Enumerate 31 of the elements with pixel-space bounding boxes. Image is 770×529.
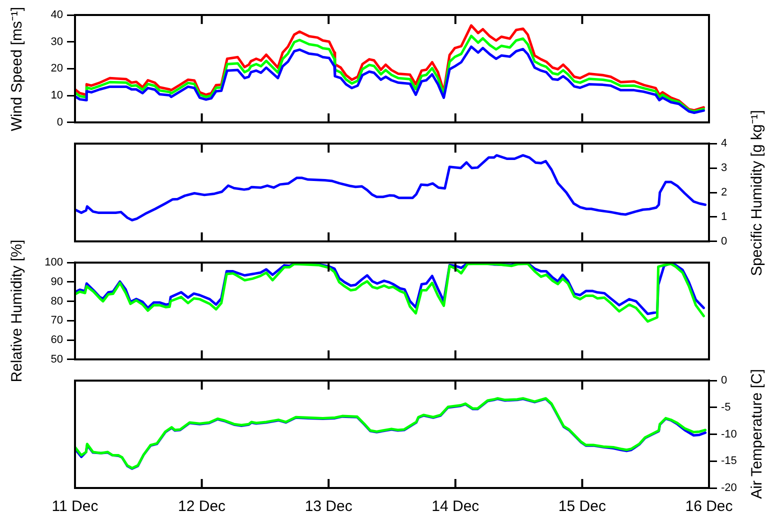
y2-tick-label: -15 [721, 455, 737, 468]
y-tick-label: 60 [50, 334, 63, 346]
y2-tick-label: 3 [721, 162, 728, 174]
y-tick-label: 30 [50, 36, 63, 48]
x-tick-label: 16 Dec [685, 498, 734, 516]
y-tick-label: 20 [50, 62, 63, 75]
y-tick-label: 70 [50, 314, 63, 327]
y-tick-label: 40 [50, 9, 63, 22]
x-tick-label: 15 Dec [558, 498, 606, 516]
x-tick-label: 13 Dec [304, 498, 353, 516]
y-tick-label: 10 [50, 90, 63, 102]
y-tick-label: 80 [50, 295, 63, 308]
y2-tick-label: -10 [721, 428, 737, 440]
y2-tick-label: -5 [721, 401, 731, 414]
y2-tick-label: 1 [721, 210, 728, 223]
x-tick-label: 14 Dec [432, 498, 480, 516]
y-axis-title: Wind Speed [ms⁻¹] [8, 6, 26, 131]
y2-axis-title: Specific Humidity [g kg⁻¹] [748, 110, 766, 276]
y-axis-title: Relative Humidity [%] [8, 240, 26, 382]
y2-tick-label: 0 [721, 235, 728, 248]
y2-tick-label: 4 [721, 138, 728, 150]
x-tick-label: 12 Dec [178, 498, 226, 516]
y-tick-label: 100 [44, 256, 63, 269]
y-tick-label: 50 [50, 353, 63, 366]
y2-tick-label: 0 [721, 374, 728, 387]
y2-tick-label: 2 [721, 186, 728, 199]
y2-tick-label: -20 [721, 482, 737, 494]
y-tick-label: 0 [56, 116, 63, 128]
y2-axis-title: Air Temperature [C] [748, 369, 766, 500]
y-tick-label: 90 [50, 276, 63, 288]
x-tick-label: 11 Dec [52, 498, 99, 516]
